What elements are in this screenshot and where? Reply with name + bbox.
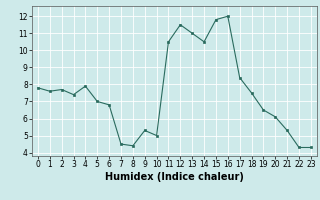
X-axis label: Humidex (Indice chaleur): Humidex (Indice chaleur): [105, 172, 244, 182]
